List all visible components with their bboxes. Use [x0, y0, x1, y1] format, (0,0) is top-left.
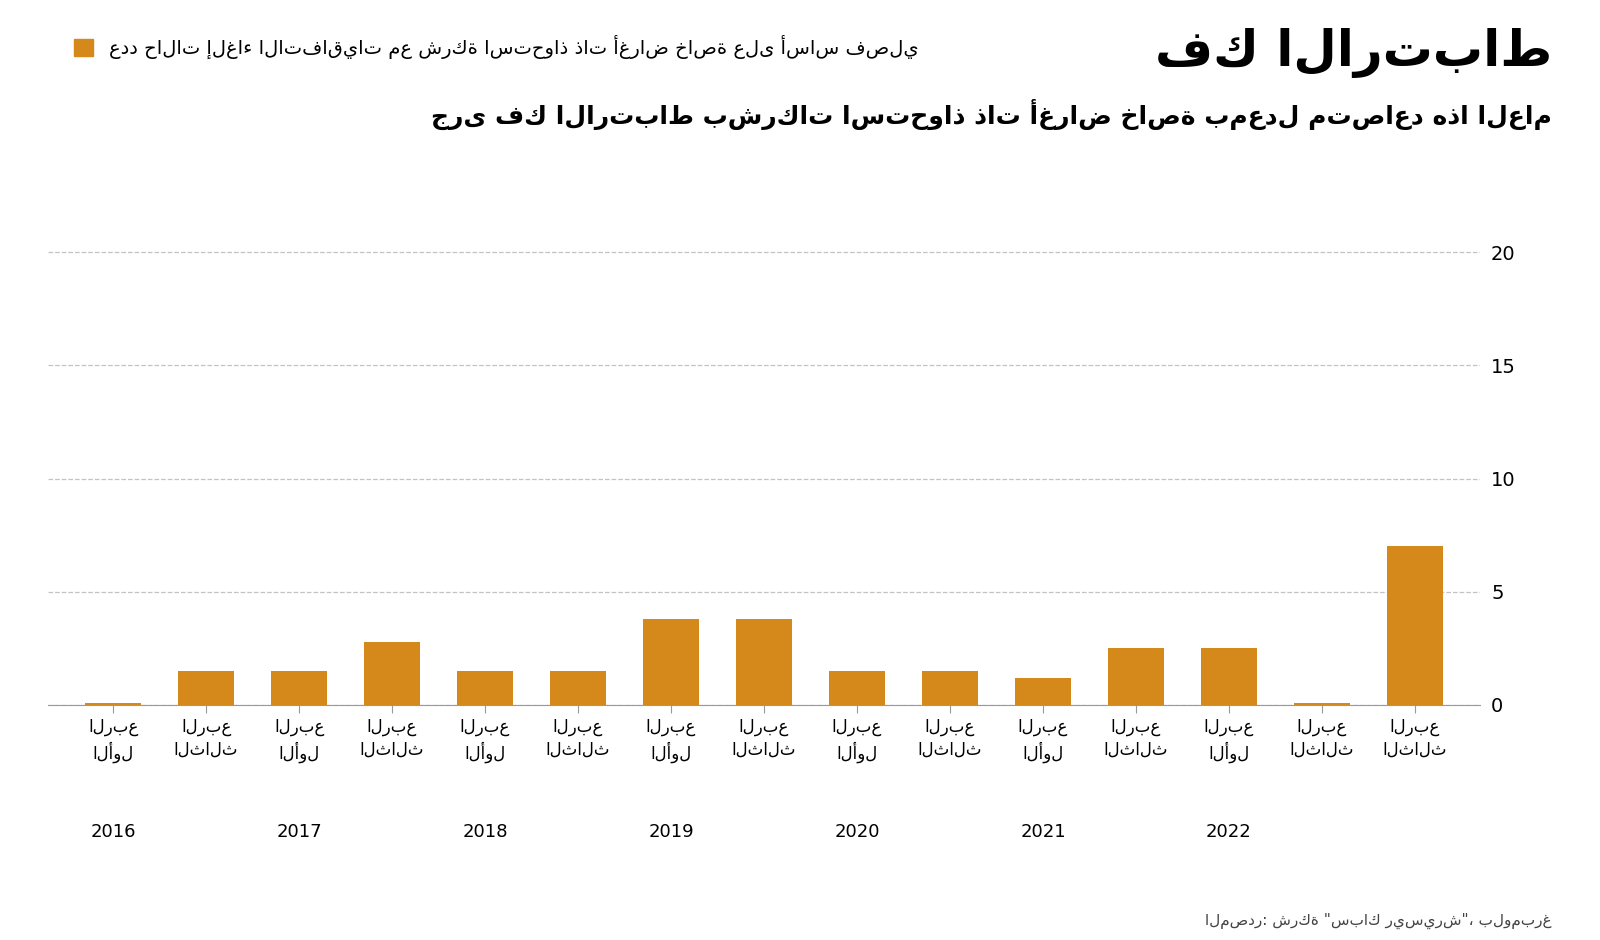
Bar — [1109, 649, 1163, 705]
Text: المصدر: شركة "سباك ريسيرش"، بلومبرغ: المصدر: شركة "سباك ريسيرش"، بلومبرغ — [1205, 913, 1552, 929]
Bar — [365, 642, 419, 705]
Text: 2021: 2021 — [1021, 822, 1066, 840]
Bar — [1202, 649, 1258, 705]
Bar — [178, 671, 234, 705]
Bar — [458, 671, 514, 705]
Text: 2019: 2019 — [648, 822, 694, 840]
Bar — [85, 703, 141, 705]
Bar — [643, 619, 699, 705]
Bar — [829, 671, 885, 705]
Bar — [550, 671, 606, 705]
Bar — [1014, 678, 1070, 705]
Bar — [736, 619, 792, 705]
Bar — [1294, 703, 1350, 705]
Text: جرى فك الارتباط بشركات استحواذ ذات أغراض خاصة بمعدل متصاعد هذا العام: جرى فك الارتباط بشركات استحواذ ذات أغراض… — [430, 99, 1552, 130]
Text: فك الارتباط: فك الارتباط — [1155, 28, 1552, 78]
Text: 2017: 2017 — [277, 822, 322, 840]
Bar — [922, 671, 978, 705]
Bar — [270, 671, 326, 705]
Text: 2018: 2018 — [462, 822, 507, 840]
Legend: عدد حالات إلغاء الاتفاقيات مع شركة استحواذ ذات أغراض خاصة على أساس فصلي: عدد حالات إلغاء الاتفاقيات مع شركة استحو… — [66, 27, 926, 67]
Bar — [1387, 546, 1443, 705]
Text: 2016: 2016 — [90, 822, 136, 840]
Text: 2020: 2020 — [834, 822, 880, 840]
Text: 2022: 2022 — [1206, 822, 1251, 840]
